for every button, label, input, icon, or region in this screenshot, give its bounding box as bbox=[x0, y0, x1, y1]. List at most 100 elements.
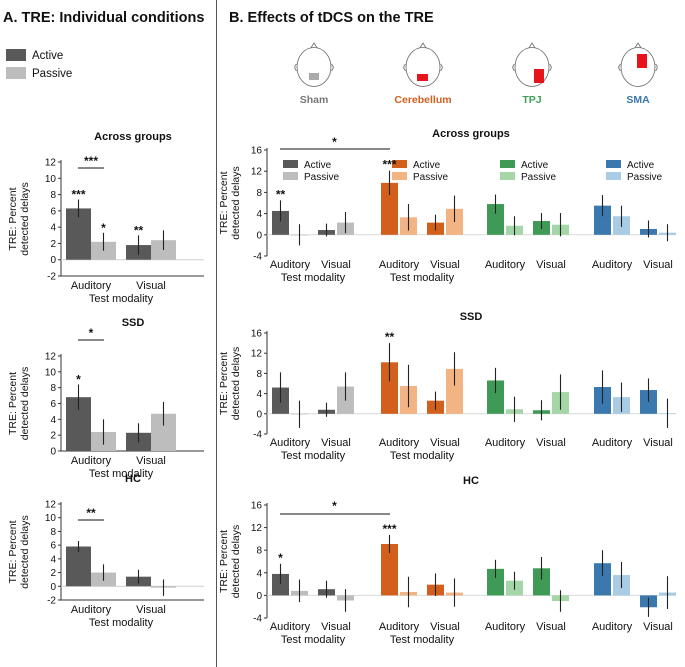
a-ssd-sig-auditory-active: * bbox=[76, 373, 81, 387]
a-hc-bar-active-auditory bbox=[66, 546, 91, 587]
charts-layer: Sham Cerebellum TPJ SMA Across groups -2 0 2 4 6 8… bbox=[7, 42, 676, 646]
a-across-xtick-auditory: Auditory bbox=[71, 280, 112, 292]
b-across-sig-sham-auditory-active: ** bbox=[276, 187, 286, 201]
b-legend-cerebellum-active-swatch bbox=[392, 160, 407, 168]
a-across-sig-bracket: *** bbox=[84, 154, 98, 168]
a-across-title: Across groups bbox=[94, 131, 172, 143]
b-ssd-ylabel-1: TRE: Percent bbox=[218, 352, 230, 415]
b-hc-sham-xtick-visual: Visual bbox=[321, 621, 351, 633]
head-tpj-electrode bbox=[534, 69, 544, 83]
b-across-sham-xlabel: Test modality bbox=[281, 272, 346, 284]
a-across-ylabel-1: TRE: Percent bbox=[7, 187, 19, 250]
b-ssd-sham-xtick-auditory: Auditory bbox=[270, 437, 311, 449]
b-ssd-cerebellum-bar-active-auditory bbox=[381, 362, 398, 414]
b-across-ytick-label: 12 bbox=[251, 167, 263, 178]
b-legend-tpj-active-label: Active bbox=[521, 160, 549, 171]
a-across-bar-passive-visual bbox=[151, 240, 176, 260]
b-hc-sma-xtick-visual: Visual bbox=[643, 621, 673, 633]
head-cerebellum-electrode bbox=[417, 74, 428, 81]
a-across-sig-visual-active: ** bbox=[134, 223, 144, 237]
b-hc-cerebellum-xtick-visual: Visual bbox=[430, 621, 460, 633]
a-hc-xtick-visual: Visual bbox=[136, 604, 166, 616]
a-across-ytick-label: 0 bbox=[50, 255, 56, 266]
b-ssd-ytick-label: 16 bbox=[251, 329, 263, 340]
a-ssd-xtick-visual: Visual bbox=[136, 455, 166, 467]
b-ssd-cerebellum-xtick-visual: Visual bbox=[430, 437, 460, 449]
a-across-ytick-label: -2 bbox=[47, 272, 56, 283]
b-legend-sma-passive-swatch bbox=[606, 172, 621, 180]
a-ssd-ytick-label: 4 bbox=[50, 415, 56, 426]
a-across-ytick-label: 6 bbox=[50, 206, 56, 217]
b-across-sma-xtick-auditory: Auditory bbox=[592, 259, 633, 271]
b-hc-ytick-label: 0 bbox=[256, 591, 262, 602]
a-hc-ytick-label: 6 bbox=[50, 541, 56, 552]
a-ssd-ytick-label: 6 bbox=[50, 399, 56, 410]
b-across-ytick-label: -4 bbox=[253, 252, 262, 263]
b-ssd-ytick-label: 12 bbox=[251, 349, 263, 360]
head-cerebellum-label: Cerebellum bbox=[394, 94, 451, 106]
a-hc-ytick-label: 4 bbox=[50, 554, 56, 565]
head-sham-electrode bbox=[309, 73, 319, 80]
head-sham-nose bbox=[310, 42, 318, 49]
b-legend-sham-passive-swatch bbox=[283, 172, 298, 180]
a-across-ytick-label: 4 bbox=[50, 223, 56, 234]
b-legend-sham-active-swatch bbox=[283, 160, 298, 168]
b-across-cerebellum-bar-active-auditory bbox=[381, 182, 398, 235]
b-hc-ytick-label: 12 bbox=[251, 523, 263, 534]
panel-a-title: A. TRE: Individual conditions bbox=[3, 10, 204, 26]
b-legend-sham-passive-label: Passive bbox=[304, 172, 339, 183]
a-hc-sig-bracket: ** bbox=[86, 506, 96, 520]
head-sma-electrode bbox=[637, 54, 647, 68]
panel-b-title: B. Effects of tDCS on the TRE bbox=[229, 10, 434, 26]
b-ssd-sma-bar-active-visual bbox=[640, 390, 657, 414]
b-legend-tpj-active-swatch bbox=[500, 160, 515, 168]
a-across-xtick-visual: Visual bbox=[136, 280, 166, 292]
legend-active-swatch bbox=[6, 49, 26, 61]
b-across-sma-bar-active-auditory bbox=[594, 205, 611, 235]
b-ssd-tpj-xtick-visual: Visual bbox=[536, 437, 566, 449]
b-ssd-sma-xtick-auditory: Auditory bbox=[592, 437, 633, 449]
b-hc-ytick-label: 8 bbox=[256, 546, 262, 557]
b-legend-tpj-passive-label: Passive bbox=[521, 172, 556, 183]
head-tpj-outline bbox=[514, 47, 550, 87]
b-across-sham-xtick-auditory: Auditory bbox=[270, 259, 311, 271]
b-across-ytick-label: 4 bbox=[256, 209, 262, 220]
a-across-ytick-label: 8 bbox=[50, 190, 56, 201]
a-across-ytick-label: 10 bbox=[45, 174, 57, 185]
head-cerebellum-left-ear bbox=[403, 63, 406, 72]
b-legend-tpj-passive-swatch bbox=[500, 172, 515, 180]
a-ssd-xtick-auditory: Auditory bbox=[71, 455, 112, 467]
b-ssd-ylabel-2: detected delays bbox=[230, 347, 242, 421]
a-ssd-title: SSD bbox=[122, 317, 145, 329]
b-legend-sma-active-label: Active bbox=[627, 160, 655, 171]
b-ssd-sham-xlabel: Test modality bbox=[281, 450, 346, 462]
b-across-ytick-label: 8 bbox=[256, 188, 262, 199]
head-sham-left-ear bbox=[294, 63, 297, 72]
legend-active-label: Active bbox=[32, 50, 63, 62]
head-tpj-left-ear bbox=[512, 63, 515, 72]
head-sham-label: Sham bbox=[300, 94, 329, 106]
b-across-sig-bracket: * bbox=[332, 135, 337, 149]
b-hc-ytick-label: 4 bbox=[256, 568, 262, 579]
a-across-sig-auditory-active: *** bbox=[71, 187, 85, 201]
head-tpj-label: TPJ bbox=[522, 94, 541, 106]
b-across-cerebellum-xtick-visual: Visual bbox=[430, 259, 460, 271]
b-across-ylabel-1: TRE: Percent bbox=[218, 171, 230, 234]
head-sma-label: SMA bbox=[626, 94, 650, 106]
b-across-title: Across groups bbox=[432, 128, 510, 140]
b-hc-sham-xtick-auditory: Auditory bbox=[270, 621, 311, 633]
b-ssd-ytick-label: 8 bbox=[256, 369, 262, 380]
a-ssd-ylabel-1: TRE: Percent bbox=[7, 372, 19, 435]
legend-passive-label: Passive bbox=[32, 68, 72, 80]
a-across-ylabel-2: detected delays bbox=[19, 182, 31, 256]
b-hc-ylabel-2: detected delays bbox=[230, 525, 242, 599]
a-hc-title: HC bbox=[125, 473, 141, 485]
b-hc-cerebellum-bar-active-auditory bbox=[381, 543, 398, 596]
a-hc-ylabel-2: detected delays bbox=[19, 515, 31, 589]
head-tpj-right-ear bbox=[549, 63, 552, 72]
b-hc-tpj-bar-active-auditory bbox=[487, 568, 504, 596]
a-ssd-ytick-label: 12 bbox=[45, 352, 57, 363]
b-legend-sma-active-swatch bbox=[606, 160, 621, 168]
a-across-xlabel: Test modality bbox=[89, 293, 154, 305]
